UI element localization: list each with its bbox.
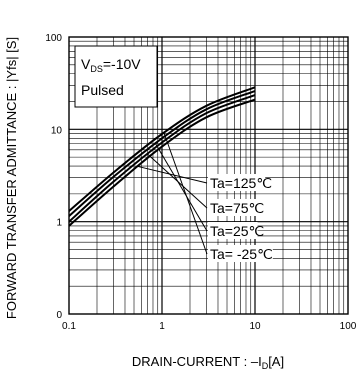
condition-pulsed: Pulsed <box>81 82 124 98</box>
legend-label-backing <box>208 245 273 262</box>
leader-line <box>155 143 208 232</box>
series-line <box>68 94 256 223</box>
series-line <box>68 86 256 212</box>
legend-label-backing <box>208 199 258 216</box>
series-label: Ta=75℃ <box>210 200 264 216</box>
x-axis-label: DRAIN-CURRENT : –ID[A] <box>132 354 284 371</box>
curves <box>68 86 256 227</box>
series-line <box>68 90 256 217</box>
x-tick-label: 1 <box>159 321 165 332</box>
legend-label-backing <box>208 222 258 239</box>
leader-lines: Ta=125℃ Ta=75℃ Ta=25℃ Ta= -25℃ <box>137 132 273 262</box>
series-label: Ta=25℃ <box>210 223 264 239</box>
condition-vds: VDS=-10V <box>81 56 141 74</box>
tick-labels: 0.1 1 10 100 0 1 10 100 <box>45 33 356 332</box>
y-tick-label: 1 <box>56 218 62 229</box>
y-tick-label: 0 <box>56 310 62 321</box>
leader-line <box>163 132 208 255</box>
condition-box <box>74 45 158 108</box>
y-tick-label: 100 <box>45 33 62 44</box>
y-tick-label: 10 <box>51 125 63 136</box>
series-label: Ta= -25℃ <box>210 246 273 262</box>
plot-frame <box>68 36 349 315</box>
leader-line <box>137 165 208 184</box>
legend-label-backing <box>208 174 266 191</box>
x-tick-label: 100 <box>340 321 357 332</box>
y-axis-label: FORWARD TRANSFER ADMITTANCE : |Yfs| [S] <box>4 37 19 319</box>
x-tick-label: 10 <box>249 321 261 332</box>
series-label: Ta=125℃ <box>210 175 272 191</box>
series-line <box>68 98 256 227</box>
x-tick-label: 0.1 <box>62 321 76 332</box>
